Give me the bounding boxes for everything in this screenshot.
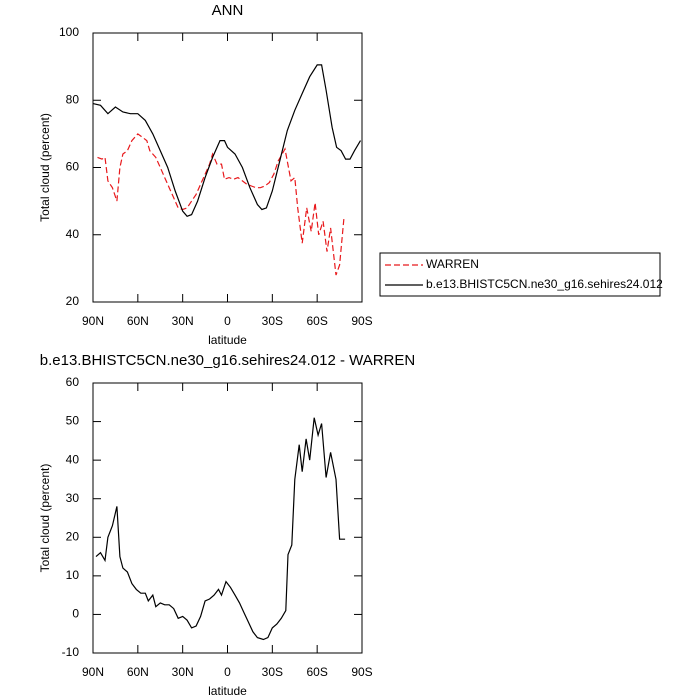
legend-box xyxy=(379,252,661,297)
legend-label: WARREN xyxy=(426,257,479,271)
y-tick-label: 50 xyxy=(66,414,80,428)
y-tick-label: 30 xyxy=(66,491,80,505)
legend-label: b.e13.BHISTC5CN.ne30_g16.sehires24.012 xyxy=(426,277,663,291)
y-tick-label: 60 xyxy=(66,160,80,174)
y-tick-label: 20 xyxy=(66,294,80,308)
x-tick-label: 90S xyxy=(351,314,372,328)
legend: WARREN b.e13.BHISTC5CN.ne30_g16.sehires24… xyxy=(379,252,663,297)
y-axis-label: Total cloud (percent) xyxy=(38,113,52,222)
x-tick-label: 30N xyxy=(172,314,194,328)
x-tick-label: 30N xyxy=(172,665,194,679)
series-line xyxy=(92,64,362,218)
y-tick-label: 80 xyxy=(66,92,80,106)
series-line xyxy=(95,417,346,641)
x-tick-label: 90N xyxy=(82,665,104,679)
y-tick-label: 20 xyxy=(66,529,80,543)
x-tick-label: 60N xyxy=(127,665,149,679)
x-tick-label: 0 xyxy=(224,314,231,328)
x-tick-label: 90N xyxy=(82,314,104,328)
y-tick-label: 40 xyxy=(66,227,80,241)
x-tick-label: 60S xyxy=(306,314,327,328)
x-tick-label: 60S xyxy=(306,665,327,679)
y-tick-label: 0 xyxy=(72,607,79,621)
y-tick-label: 60 xyxy=(66,375,80,389)
chart-title: ANN xyxy=(212,2,244,19)
plot-frame xyxy=(92,32,363,303)
x-tick-label: 0 xyxy=(224,665,231,679)
y-axis-label: Total cloud (percent) xyxy=(38,464,52,573)
y-tick-label: 100 xyxy=(59,25,79,39)
x-axis-label: latitude xyxy=(208,684,247,698)
x-axis-label: latitude xyxy=(208,333,247,347)
x-tick-label: 90S xyxy=(351,665,372,679)
x-tick-label: 30S xyxy=(262,314,283,328)
chart-title: b.e13.BHISTC5CN.ne30_g16.sehires24.012 -… xyxy=(40,352,415,369)
y-tick-label: 10 xyxy=(66,568,80,582)
x-tick-label: 30S xyxy=(262,665,283,679)
y-tick-label: -10 xyxy=(62,645,80,659)
x-tick-label: 60N xyxy=(127,314,149,328)
y-tick-label: 40 xyxy=(66,452,80,466)
series-line xyxy=(97,133,345,276)
